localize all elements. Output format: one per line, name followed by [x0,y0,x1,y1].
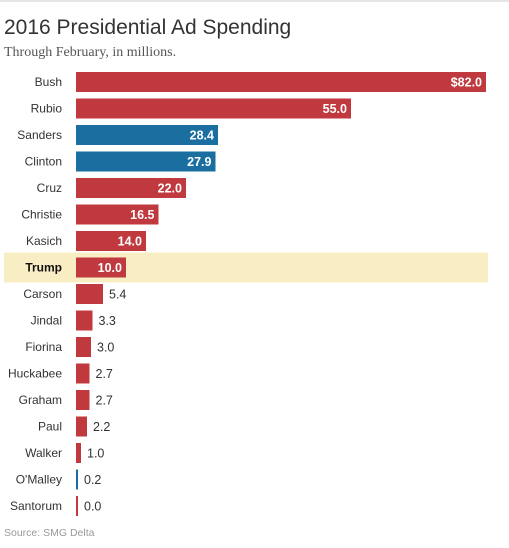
bar [76,363,90,384]
bar-row-christie: Christie 16.5 [21,204,159,225]
category-label: Fiorina [25,340,62,354]
value-label: 2.2 [93,420,110,434]
value-label: 1.0 [87,447,104,461]
bar [76,443,81,463]
bar [76,416,87,437]
category-label: Bush [35,75,62,89]
bar-row-kasich: Kasich 14.0 [26,231,146,251]
bar [76,469,78,490]
bar-row-jindal: Jindal 3.3 [31,310,116,331]
bar [76,284,103,304]
category-label: Christie [21,208,62,222]
bar-row-cruz: Cruz 22.0 [37,178,186,198]
chart-title: 2016 Presidential Ad Spending [4,16,292,39]
category-label: Huckabee [8,367,62,381]
bar [76,178,186,198]
category-label: Clinton [25,155,62,169]
value-label: 16.5 [130,208,154,222]
bar [76,72,486,92]
value-label: $82.0 [451,76,482,90]
bar-row-paul: Paul 2.2 [38,416,110,437]
value-label: 14.0 [118,235,142,249]
bar-row-sanders: Sanders 28.4 [17,125,218,145]
category-label: O'Malley [16,473,62,487]
bar-row-bush: Bush $82.0 [35,72,486,92]
value-label: 2.7 [96,394,113,408]
value-label: 5.4 [109,288,126,302]
bar-row-graham: Graham 2.7 [19,390,113,410]
category-label: Trump [25,261,62,275]
category-label: Sanders [17,128,62,142]
value-label: 22.0 [158,182,182,196]
bar [76,204,159,225]
value-label: 0.0 [84,500,101,514]
bar [76,125,218,145]
value-label: 0.2 [84,473,101,487]
category-label: Carson [23,287,62,301]
value-label: 55.0 [323,102,347,116]
category-label: Cruz [37,181,62,195]
bar [76,496,78,516]
bar-row-santorum: Santorum 0.0 [10,496,101,516]
bar [76,390,90,410]
bar [76,231,146,251]
category-label: Graham [19,393,62,407]
bar-row-walker: Walker 1.0 [25,443,104,463]
value-label: 28.4 [190,129,214,143]
category-label: Walker [25,446,62,460]
bar-row-carson: Carson 5.4 [23,284,126,304]
category-label: Paul [38,420,62,434]
value-label: 2.7 [96,367,113,381]
bar-row-rubio: Rubio 55.0 [31,98,351,119]
bar-row-trump: Trump 10.0 [4,252,488,283]
bar-row-huckabee: Huckabee 2.7 [8,363,113,384]
bar-row-fiorina: Fiorina 3.0 [25,337,114,357]
category-label: Santorum [10,499,62,513]
category-label: Rubio [31,102,63,116]
value-label: 3.0 [97,341,114,355]
bar [76,98,351,119]
bar [76,310,93,331]
category-label: Jindal [31,314,62,328]
value-label: 3.3 [99,314,116,328]
source-note: Source: SMG Delta [4,527,95,539]
bar-row-clinton: Clinton 27.9 [25,151,216,172]
category-label: Kasich [26,234,62,248]
bar [76,257,126,278]
bar [76,337,91,357]
value-label: 27.9 [187,155,211,169]
value-label: 10.0 [98,261,122,275]
top-divider [0,0,509,2]
bar-row-o-malley: O'Malley 0.2 [16,469,101,490]
bar [76,151,216,172]
chart-subtitle: Through February, in millions. [4,45,177,60]
